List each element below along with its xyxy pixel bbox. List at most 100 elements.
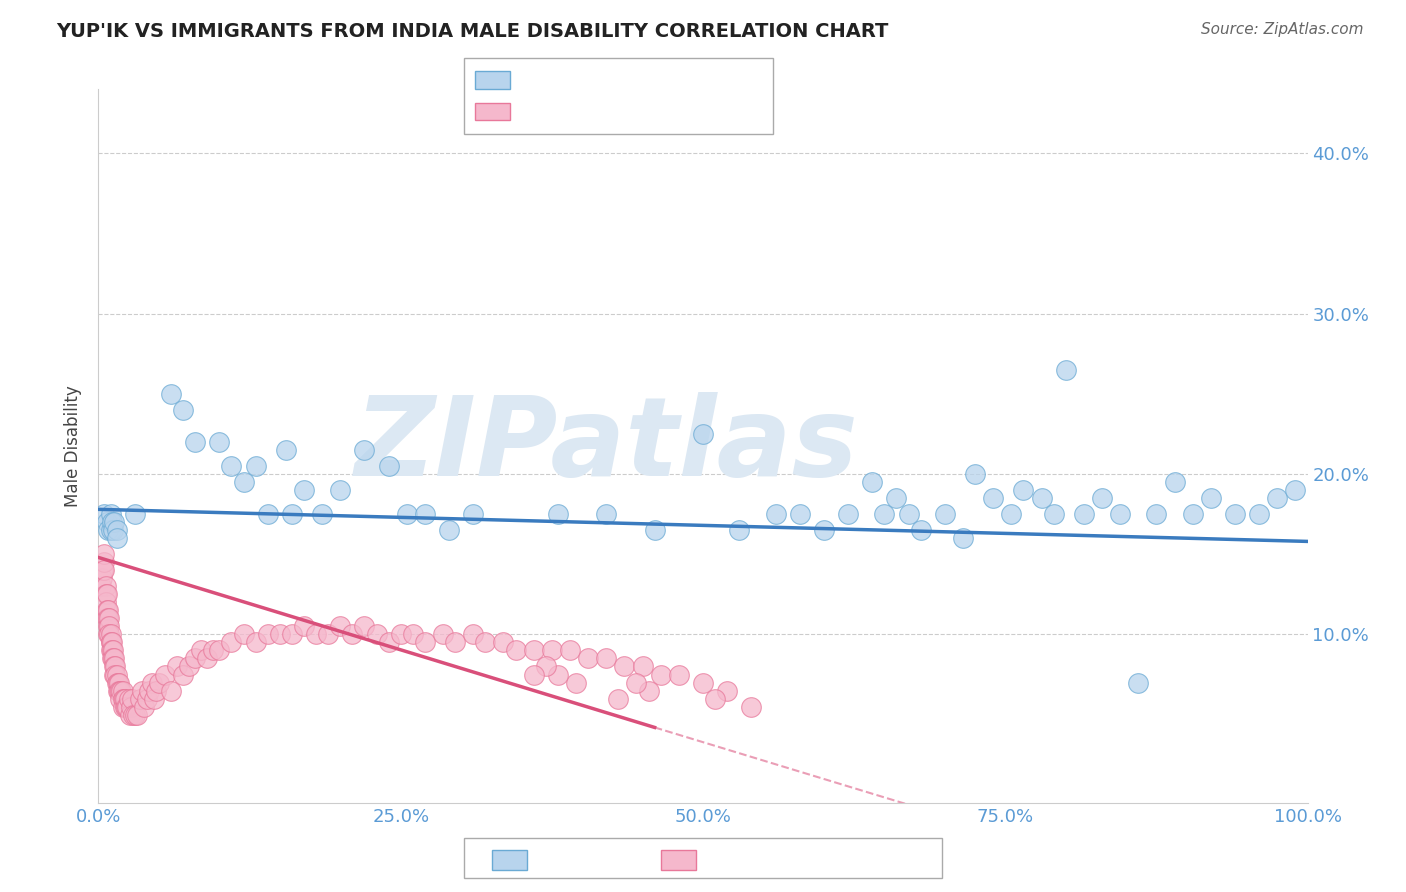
Point <box>97 603 120 617</box>
Point <box>292 483 315 497</box>
Point <box>558 643 581 657</box>
Point <box>934 507 956 521</box>
Point <box>728 523 751 537</box>
Point <box>98 611 121 625</box>
Point <box>1000 507 1022 521</box>
Point <box>765 507 787 521</box>
Point <box>1109 507 1132 521</box>
Point <box>1267 491 1289 505</box>
Point <box>114 691 136 706</box>
Point <box>650 667 672 681</box>
Point <box>179 659 201 673</box>
Point <box>202 643 225 657</box>
Point <box>463 507 485 521</box>
Point <box>108 691 131 706</box>
Point <box>789 507 811 521</box>
Point <box>981 491 1004 505</box>
Point <box>540 643 562 657</box>
Point <box>245 635 267 649</box>
Point <box>124 507 146 521</box>
Point <box>413 635 436 649</box>
Point <box>626 675 648 690</box>
Point <box>100 635 122 649</box>
Point <box>118 691 141 706</box>
Point <box>100 635 122 649</box>
Point <box>492 635 515 649</box>
Point <box>1042 507 1064 521</box>
Point <box>134 699 156 714</box>
Point <box>316 627 339 641</box>
Point <box>98 619 121 633</box>
Point <box>342 627 364 641</box>
Point <box>547 507 569 521</box>
Point <box>94 579 117 593</box>
Point <box>148 675 170 690</box>
Point <box>208 643 231 657</box>
Point <box>353 442 375 457</box>
Text: N =: N = <box>620 71 659 89</box>
Point <box>208 435 231 450</box>
Point <box>692 675 714 690</box>
Point <box>837 507 859 521</box>
Point <box>740 699 762 714</box>
Point <box>1128 675 1150 690</box>
Point <box>311 507 333 521</box>
Point <box>108 683 131 698</box>
Point <box>153 667 176 681</box>
Point <box>523 667 546 681</box>
Point <box>607 691 630 706</box>
Point <box>353 619 375 633</box>
Point <box>432 627 454 641</box>
Point <box>101 651 124 665</box>
Point <box>644 523 666 537</box>
Point <box>96 603 118 617</box>
Point <box>100 507 122 521</box>
Point <box>97 611 120 625</box>
Point <box>668 667 690 681</box>
Point <box>534 659 557 673</box>
Point <box>94 595 117 609</box>
Point <box>96 515 118 529</box>
Point <box>232 627 254 641</box>
Point <box>221 458 243 473</box>
Point <box>402 627 425 641</box>
Point <box>1199 491 1222 505</box>
Point <box>184 435 207 450</box>
Point <box>101 643 124 657</box>
Point <box>547 667 569 681</box>
Point <box>221 635 243 649</box>
Point <box>117 699 139 714</box>
Point <box>897 507 920 521</box>
Point <box>143 691 166 706</box>
Point <box>413 507 436 521</box>
Point <box>1054 363 1077 377</box>
Point <box>523 643 546 657</box>
Point <box>145 683 167 698</box>
Point <box>1031 491 1053 505</box>
Point <box>437 523 460 537</box>
Point <box>1181 507 1204 521</box>
Point <box>122 707 145 722</box>
Point <box>631 659 654 673</box>
Point <box>1073 507 1095 521</box>
Point <box>100 515 122 529</box>
Point <box>329 483 352 497</box>
Point <box>1223 507 1246 521</box>
Point <box>860 475 883 489</box>
Point <box>107 683 129 698</box>
Point <box>105 667 128 681</box>
Text: 65: 65 <box>651 71 676 89</box>
Point <box>160 683 183 698</box>
Point <box>111 699 134 714</box>
Point <box>105 523 128 537</box>
Point <box>115 699 138 714</box>
Point <box>93 555 115 569</box>
Point <box>329 619 352 633</box>
Point <box>108 675 131 690</box>
Point <box>952 531 974 545</box>
Text: N =: N = <box>620 103 659 120</box>
Point <box>100 651 122 665</box>
Point <box>93 507 115 521</box>
Point <box>1284 483 1306 497</box>
Point <box>305 627 328 641</box>
